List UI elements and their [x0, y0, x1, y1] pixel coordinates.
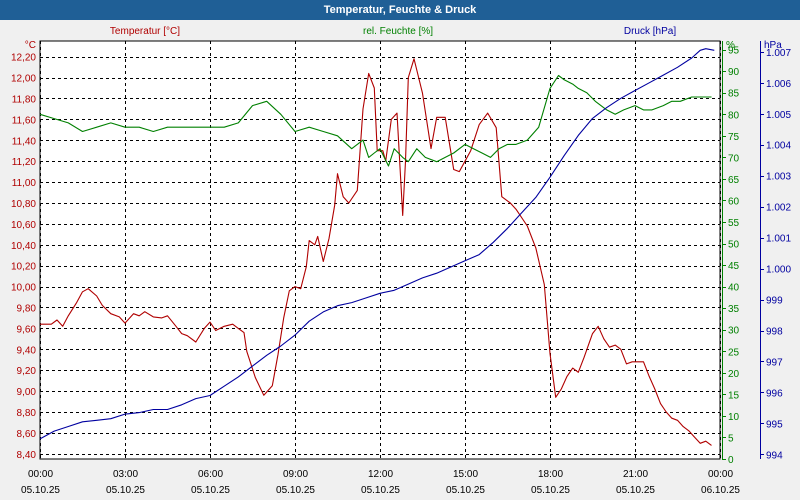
x-tick-date: 05.10.25: [446, 485, 485, 496]
temperature-tick-label: 9,80: [17, 303, 37, 314]
temperature-tick-label: 9,00: [17, 387, 37, 398]
x-tick-date: 05.10.25: [616, 485, 655, 496]
humidity-tick-label: 45: [728, 261, 740, 272]
humidity-tick-label: 85: [728, 89, 740, 100]
humidity-tick-label: 20: [728, 369, 740, 380]
temperature-tick-label: 8,40: [17, 450, 37, 461]
humidity-tick-label: 15: [728, 390, 740, 401]
temperature-tick-label: 11,00: [12, 178, 37, 189]
temperature-tick-label: 10,20: [11, 262, 36, 273]
pressure-tick-label: 1.005: [766, 110, 791, 121]
x-tick-time: 18:00: [538, 469, 563, 480]
pressure-tick-label: 1.006: [766, 79, 791, 90]
pressure-tick-label: 997: [766, 357, 783, 368]
x-tick-date: 05.10.25: [191, 485, 230, 496]
pressure-tick-label: 1.001: [766, 234, 791, 245]
x-tick-time: 21:00: [623, 469, 648, 480]
x-tick-time: 00:00: [28, 469, 53, 480]
humidity-tick-label: 0: [728, 455, 734, 466]
temperature-unit-label: °C: [25, 40, 36, 51]
x-tick-time: 00:00: [708, 469, 733, 480]
temperature-tick-label: 10,00: [11, 283, 36, 294]
temperature-tick-label: 9,20: [17, 366, 37, 377]
pressure-tick-label: 1.007: [766, 48, 791, 59]
humidity-tick-label: 10: [728, 412, 740, 423]
pressure-tick-label: 999: [766, 296, 783, 307]
x-tick-time: 12:00: [368, 469, 393, 480]
x-tick-date: 06.10.25: [701, 485, 740, 496]
temperature-tick-label: 12,20: [11, 53, 36, 64]
temperature-tick-label: 11,80: [12, 94, 37, 105]
humidity-tick-label: 40: [728, 283, 740, 294]
grid: [40, 41, 721, 459]
x-tick-date: 05.10.25: [531, 485, 570, 496]
humidity-tick-label: 50: [728, 240, 740, 251]
humidity-tick-label: 95: [728, 46, 740, 57]
humidity-tick-label: 90: [728, 67, 740, 78]
x-tick-date: 05.10.25: [361, 485, 400, 496]
temperature-tick-label: 10,60: [11, 220, 36, 231]
pressure-axis-legend: Druck [hPa]: [624, 26, 676, 37]
temperature-tick-label: 9,40: [17, 345, 37, 356]
x-tick-time: 09:00: [283, 469, 308, 480]
temperature-tick-label: 9,60: [17, 324, 37, 335]
x-tick-time: 03:00: [113, 469, 138, 480]
humidity-tick-label: 5: [728, 433, 734, 444]
window-title: Temperatur, Feuchte & Druck: [0, 0, 800, 20]
humidity-tick-label: 80: [728, 110, 740, 121]
pressure-tick-label: 996: [766, 388, 783, 399]
humidity-unit-label: %: [726, 40, 735, 51]
x-tick-date: 05.10.25: [106, 485, 145, 496]
humidity-tick-label: 65: [728, 175, 740, 186]
humidity-tick-label: 75: [728, 132, 740, 143]
humidity-tick-label: 25: [728, 347, 740, 358]
pressure-tick-label: 1.000: [766, 265, 791, 276]
axes: 00:00 05.10.25 03:00 05.10.25 06:00 05.10.25 0…: [11, 41, 791, 496]
pressure-series-line: [39, 48, 715, 440]
temperature-tick-label: 11,20: [12, 157, 37, 168]
temperature-tick-label: 11,60: [12, 115, 37, 126]
humidity-tick-label: 55: [728, 218, 740, 229]
temperature-tick-label: 12,00: [11, 74, 36, 85]
series: [39, 48, 715, 446]
humidity-axis-legend: rel. Feuchte [%]: [363, 26, 433, 37]
x-tick-time: 06:00: [198, 469, 223, 480]
temperature-tick-label: 8,80: [17, 408, 37, 419]
temperature-series-line: [40, 58, 712, 446]
temperature-tick-label: 11,40: [12, 136, 37, 147]
x-tick-date: 05.10.25: [276, 485, 315, 496]
humidity-tick-label: 30: [728, 326, 740, 337]
pressure-tick-label: 1.003: [766, 172, 791, 183]
x-tick-date: 05.10.25: [21, 485, 60, 496]
temperature-tick-label: 8,60: [17, 429, 37, 440]
pressure-tick-label: 1.002: [766, 203, 791, 214]
humidity-tick-label: 35: [728, 304, 740, 315]
temperature-tick-label: 10,40: [11, 241, 36, 252]
pressure-tick-label: 998: [766, 327, 783, 338]
pressure-unit-label: hPa: [764, 40, 782, 51]
pressure-tick-label: 994: [766, 450, 783, 461]
pressure-tick-label: 995: [766, 419, 783, 430]
temperature-axis-legend: Temperatur [°C]: [110, 26, 180, 37]
temperature-tick-label: 10,80: [11, 199, 36, 210]
pressure-tick-label: 1.004: [766, 141, 791, 152]
x-tick-time: 15:00: [453, 469, 478, 480]
humidity-series-line: [39, 74, 712, 167]
humidity-tick-label: 70: [728, 153, 740, 164]
humidity-tick-label: 60: [728, 196, 740, 207]
